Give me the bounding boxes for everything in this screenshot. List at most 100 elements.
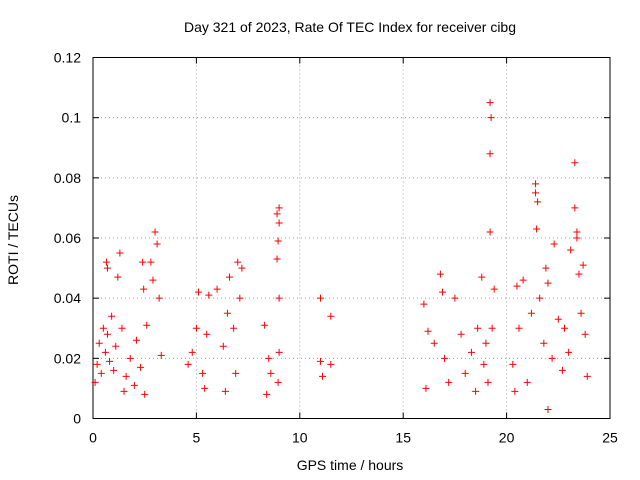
- data-point: [192, 324, 200, 332]
- data-point: [527, 309, 535, 317]
- data-point: [422, 384, 430, 392]
- data-point: [143, 321, 151, 329]
- data-point: [141, 390, 149, 398]
- data-points: [91, 99, 591, 413]
- data-point: [267, 369, 275, 377]
- data-point: [534, 198, 542, 206]
- data-point: [565, 348, 573, 356]
- data-point: [327, 312, 335, 320]
- y-tick-label: 0.04: [54, 290, 81, 306]
- data-point: [261, 321, 269, 329]
- x-tick-label: 15: [395, 430, 411, 446]
- data-point: [263, 390, 271, 398]
- data-point: [275, 294, 283, 302]
- x-tick-label: 0: [89, 430, 97, 446]
- data-point: [101, 348, 109, 356]
- data-point: [484, 378, 492, 386]
- data-point: [523, 378, 531, 386]
- data-point: [153, 240, 161, 248]
- data-point: [99, 324, 107, 332]
- data-point: [550, 240, 558, 248]
- y-tick-label: 0: [73, 411, 81, 427]
- data-point: [486, 228, 494, 236]
- x-axis-label: GPS time / hours: [297, 457, 404, 473]
- data-point: [486, 150, 494, 158]
- data-point: [91, 378, 99, 386]
- data-point: [140, 285, 148, 293]
- data-point: [221, 387, 229, 395]
- data-point: [194, 288, 202, 296]
- data-point: [515, 324, 523, 332]
- y-tick-label: 0.02: [54, 350, 81, 366]
- data-point: [110, 366, 118, 374]
- data-point: [316, 357, 324, 365]
- data-point: [102, 258, 110, 266]
- data-point: [488, 324, 496, 332]
- data-point: [558, 366, 566, 374]
- tick-marks: [92, 57, 611, 419]
- data-point: [103, 330, 111, 338]
- data-point: [583, 372, 591, 380]
- y-axis-label: ROTI / TECUs: [5, 195, 21, 285]
- data-point: [511, 387, 519, 395]
- data-point: [533, 225, 541, 233]
- data-point: [571, 159, 579, 167]
- data-point: [232, 369, 240, 377]
- data-point: [108, 312, 116, 320]
- data-point: [219, 342, 227, 350]
- data-point: [567, 246, 575, 254]
- data-point: [149, 276, 157, 284]
- y-tick-label: 0.08: [54, 170, 81, 186]
- data-point: [573, 228, 581, 236]
- data-point: [188, 348, 196, 356]
- data-point: [97, 369, 105, 377]
- data-point: [573, 234, 581, 242]
- data-point: [532, 180, 540, 188]
- data-point: [203, 330, 211, 338]
- data-point: [126, 354, 134, 362]
- x-tick-label: 5: [193, 430, 201, 446]
- data-point: [238, 264, 246, 272]
- data-point: [201, 384, 209, 392]
- data-point: [441, 354, 449, 362]
- x-tick-label: 10: [292, 430, 308, 446]
- data-point: [93, 360, 101, 368]
- data-point: [213, 285, 221, 293]
- data-point: [486, 99, 494, 107]
- data-point: [581, 330, 589, 338]
- data-point: [103, 264, 111, 272]
- data-point: [457, 330, 465, 338]
- data-point: [451, 294, 459, 302]
- data-point: [420, 300, 428, 308]
- data-point: [274, 237, 282, 245]
- data-point: [273, 210, 281, 218]
- data-point: [130, 381, 138, 389]
- data-point: [509, 360, 517, 368]
- data-point: [571, 204, 579, 212]
- data-point: [147, 258, 155, 266]
- data-point: [532, 189, 540, 197]
- data-point: [157, 351, 165, 359]
- y-tick-label: 0.06: [54, 230, 81, 246]
- data-point: [327, 360, 335, 368]
- data-point: [438, 288, 446, 296]
- data-point: [116, 249, 124, 257]
- data-point: [118, 324, 126, 332]
- data-point: [575, 270, 583, 278]
- data-point: [577, 309, 585, 317]
- data-point: [436, 270, 444, 278]
- data-point: [137, 363, 145, 371]
- data-point: [480, 360, 488, 368]
- data-point: [223, 309, 231, 317]
- data-point: [548, 354, 556, 362]
- data-point: [544, 405, 552, 413]
- data-point: [275, 348, 283, 356]
- data-point: [273, 255, 281, 263]
- data-point: [579, 261, 587, 269]
- plot-frame: [92, 57, 611, 419]
- data-point: [230, 324, 238, 332]
- data-point: [540, 339, 548, 347]
- data-point: [106, 357, 114, 365]
- data-point: [275, 219, 283, 227]
